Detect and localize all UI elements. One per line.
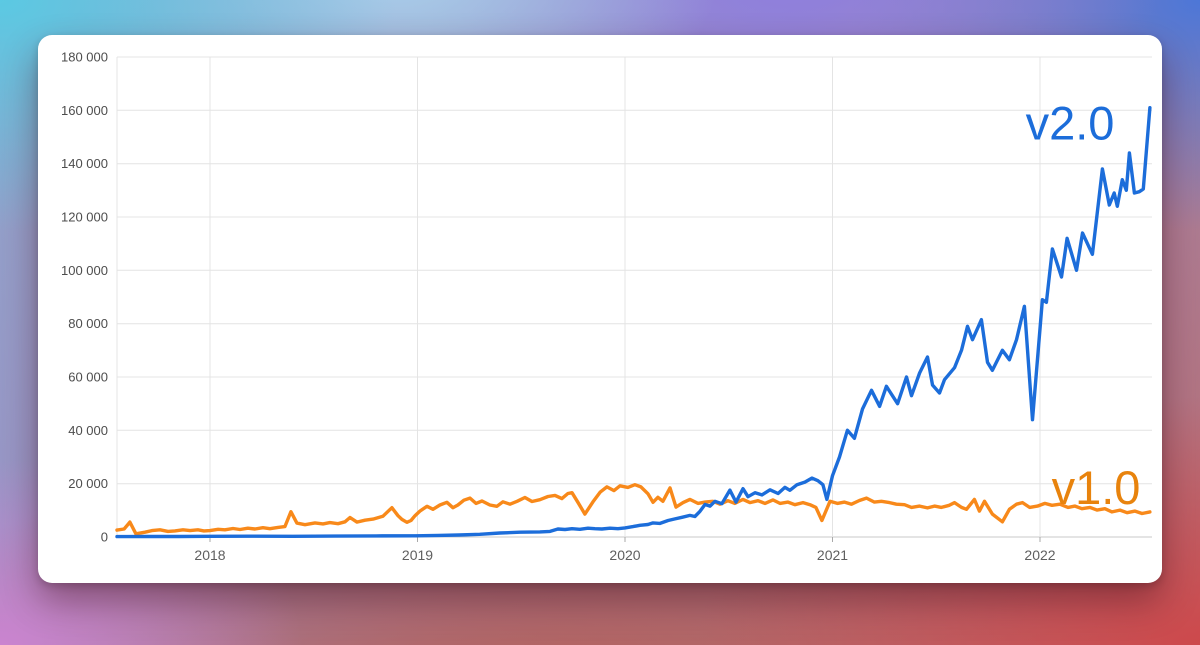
series-label-v1.0: v1.0 [1052, 461, 1141, 514]
series-line-v1.0 [115, 483, 1152, 536]
y-axis-tick-label: 120 000 [61, 210, 108, 225]
x-axis-tick-label: 2021 [817, 547, 848, 563]
y-axis-tick-label: 40 000 [68, 423, 108, 438]
x-axis-tick-label: 2019 [402, 547, 433, 563]
x-axis-tick-label: 2022 [1024, 547, 1055, 563]
y-axis-tick-label: 140 000 [61, 156, 108, 171]
y-axis-tick-label: 80 000 [68, 316, 108, 331]
series-label-v2.0: v2.0 [1026, 97, 1115, 150]
y-axis-tick-label: 60 000 [68, 370, 108, 385]
x-axis-tick-label: 2020 [609, 547, 640, 563]
y-axis-tick-label: 20 000 [68, 476, 108, 491]
series-line-v2.0 [115, 106, 1152, 539]
x-axis-tick-label: 2018 [194, 547, 225, 563]
y-axis-tick-label: 100 000 [61, 263, 108, 278]
y-axis-tick-label: 160 000 [61, 103, 108, 118]
chart-card: 0 20 000 40 000 60 000 80 000 100 000 120 000 1… [38, 35, 1162, 583]
y-axis-tick-label: 0 [101, 530, 108, 545]
y-axis-tick-label: 180 000 [61, 50, 108, 65]
downloads-line-chart: 0 20 000 40 000 60 000 80 000 100 000 120 000 1… [61, 50, 1152, 563]
